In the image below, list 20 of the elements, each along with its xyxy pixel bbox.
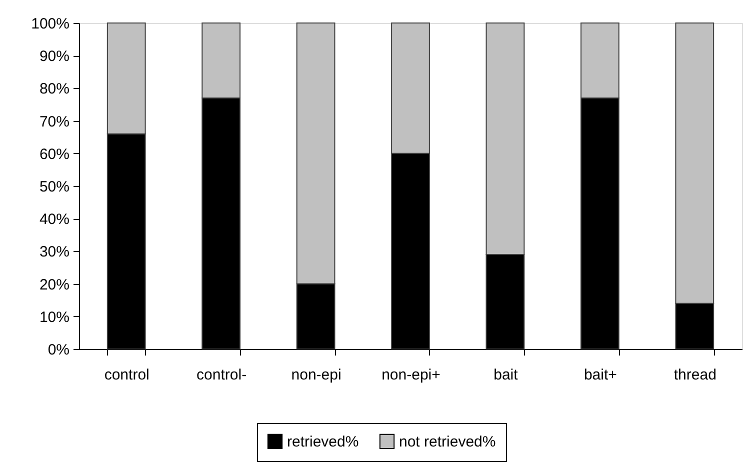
x-tick-label: thread [674,366,716,384]
x-tick-label: non-epi+ [382,366,441,384]
y-tick-label: 40% [39,211,70,228]
y-tick-label: 90% [39,48,70,66]
y-tick-label: 100% [31,16,70,32]
y-tick-label: 10% [39,308,70,326]
x-tick-label: control [104,366,150,384]
y-tick-label: 60% [39,146,70,163]
y-tick-label: 0% [48,342,70,358]
y-tick-label: 20% [39,276,70,294]
legend-label: not retrieved% [399,433,496,450]
legend-label: retrieved% [287,433,359,450]
x-tick-label: bait+ [584,366,618,384]
x-tick-label: bait [494,366,519,384]
x-tick-label: non-epi [291,366,342,384]
y-tick-label: 50% [39,178,70,196]
y-tick-label: 80% [39,80,70,98]
y-tick-label: 70% [39,113,70,130]
y-tick-label: 30% [39,244,70,261]
x-tick-label: control- [196,366,247,384]
